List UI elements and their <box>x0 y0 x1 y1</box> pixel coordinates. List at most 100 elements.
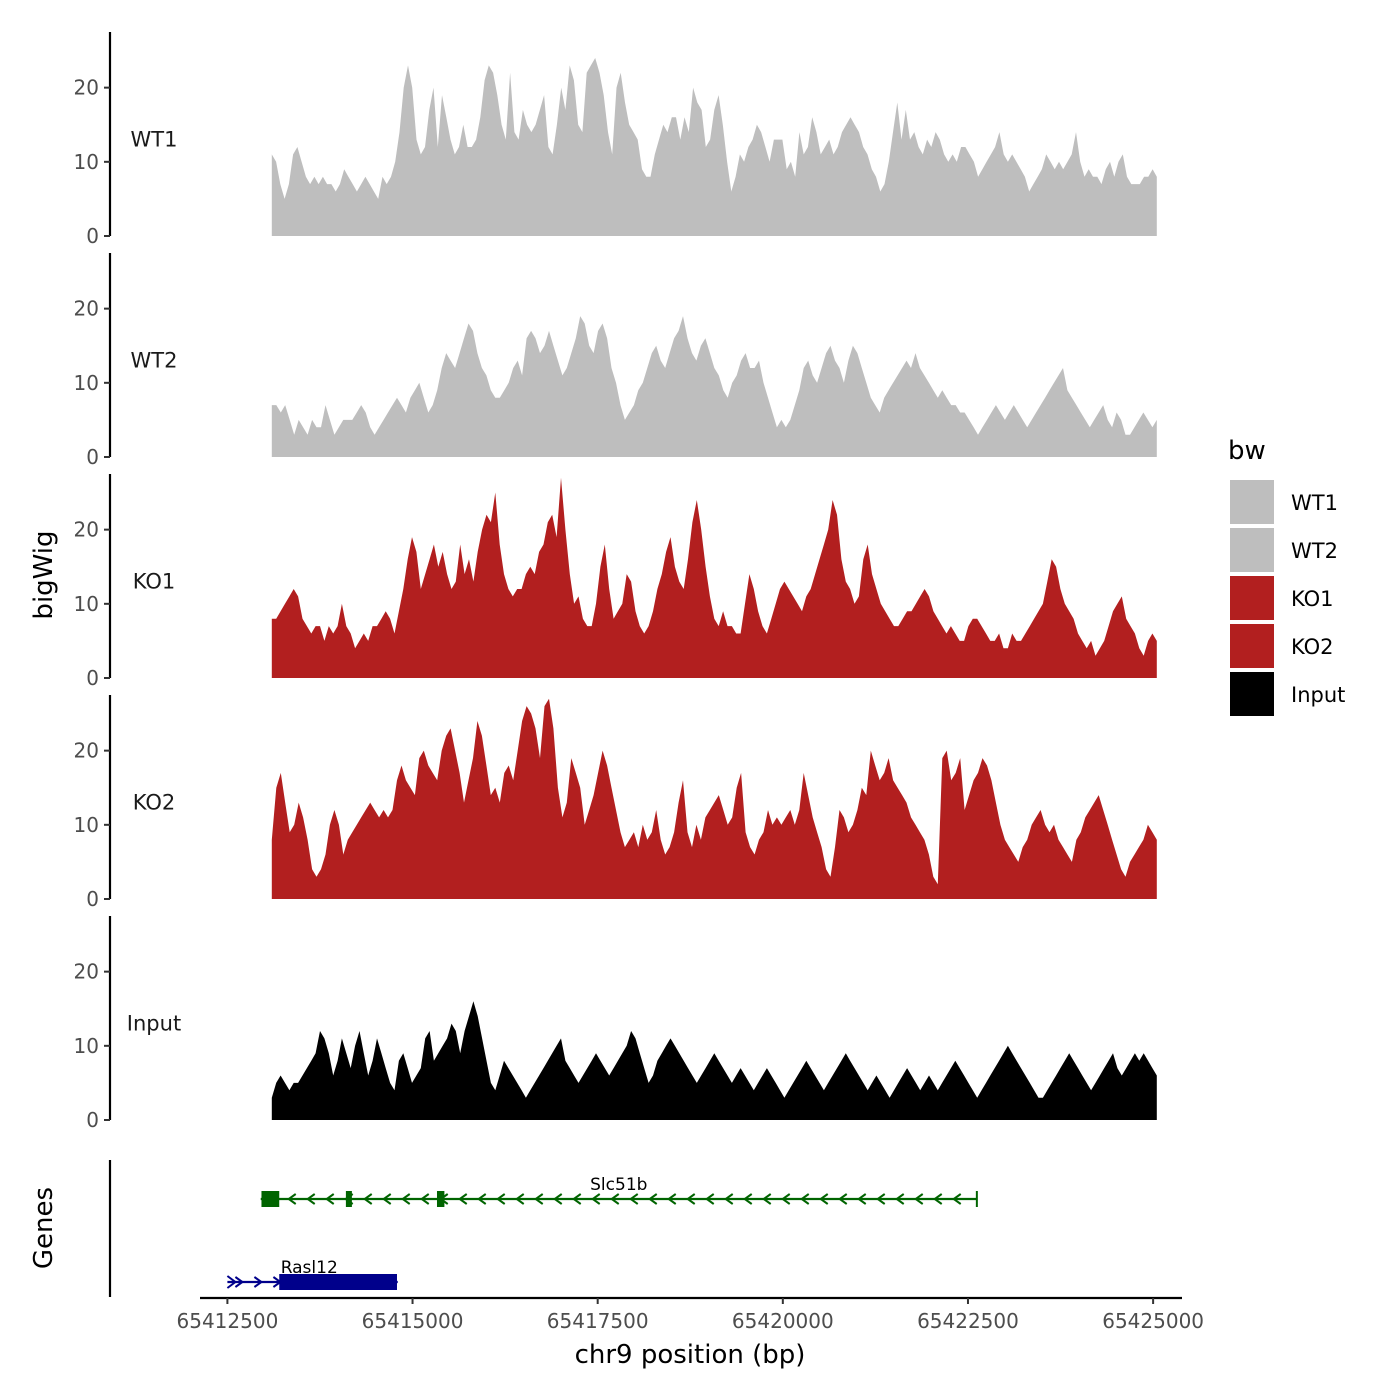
strand-arrow <box>686 1193 696 1205</box>
y-tick-label: 20 <box>74 960 99 984</box>
y-tick-label: 0 <box>86 887 99 911</box>
y-axis-title-genes: Genes <box>29 1187 59 1269</box>
strand-arrow <box>895 1193 905 1205</box>
strand-arrow <box>743 1193 753 1205</box>
gene-exon <box>345 1191 352 1207</box>
x-axis: 65412500 65415000 65417500 65420000 65422500… <box>177 1296 1204 1333</box>
legend-label-ko2: KO2 <box>1291 635 1334 659</box>
gene-exon <box>279 1274 397 1290</box>
signal-tracks: 0 10 20 WT1 0 10 20 WT2 0 10 20 KO1 0 10 20 KO2 0 10 20 Inp… <box>74 32 1157 1132</box>
legend-swatch-input <box>1230 672 1274 716</box>
strand-arrow <box>515 1193 525 1205</box>
coverage-area-wt1 <box>271 58 1157 236</box>
strand-arrow <box>705 1193 715 1205</box>
strand-arrow <box>781 1193 791 1205</box>
track-label-ko2: KO2 <box>133 791 176 815</box>
track-input: 0 10 20 Input <box>74 916 1157 1132</box>
coverage-area-wt2 <box>271 316 1157 457</box>
strand-arrow <box>572 1193 582 1205</box>
legend-label-wt1: WT1 <box>1291 491 1338 515</box>
track-ko1: 0 10 20 KO1 <box>74 474 1157 690</box>
strand-arrow <box>762 1193 772 1205</box>
strand-arrow <box>306 1193 316 1205</box>
gene-label: Slc51b <box>590 1175 647 1195</box>
coverage-area-ko1 <box>271 477 1157 678</box>
y-tick-label: 20 <box>74 76 99 100</box>
y-axis-title-bigwig: bigWig <box>29 530 59 619</box>
strand-arrow <box>496 1193 506 1205</box>
gene-exon <box>261 1191 280 1207</box>
strand-arrow <box>234 1276 245 1288</box>
track-wt1: 0 10 20 WT1 <box>74 32 1157 248</box>
strand-arrow <box>553 1193 563 1205</box>
coverage-area-input <box>271 1001 1157 1120</box>
legend-swatch-ko2 <box>1230 624 1274 668</box>
track-label-ko1: KO1 <box>133 570 176 594</box>
strand-arrow <box>629 1193 639 1205</box>
track-label-wt2: WT2 <box>131 349 178 373</box>
strand-arrow <box>876 1193 886 1205</box>
strand-arrow <box>819 1193 829 1205</box>
track-label-wt1: WT1 <box>131 128 178 152</box>
x-tick-label: 65422500 <box>917 1309 1019 1333</box>
x-tick-label: 65425000 <box>1102 1309 1204 1333</box>
strand-arrow <box>838 1193 848 1205</box>
x-axis-title: chr9 position (bp) <box>575 1340 806 1370</box>
strand-arrow <box>458 1193 468 1205</box>
legend-swatch-ko1 <box>1230 576 1274 620</box>
strand-arrow <box>401 1193 411 1205</box>
gene-annotation-track: Slc51b Rasl12 <box>108 1160 978 1297</box>
y-tick-label: 10 <box>74 1034 99 1058</box>
strand-arrow <box>382 1193 392 1205</box>
strand-arrow <box>724 1193 734 1205</box>
strand-arrow <box>610 1193 620 1205</box>
y-tick-label: 10 <box>74 150 99 174</box>
legend-title: bw <box>1228 436 1266 466</box>
strand-arrow <box>477 1193 487 1205</box>
strand-arrow <box>857 1193 867 1205</box>
strand-arrow <box>253 1276 264 1288</box>
track-ko2: 0 10 20 KO2 <box>74 695 1157 911</box>
coverage-area-ko2 <box>271 698 1157 899</box>
strand-arrow <box>667 1193 677 1205</box>
y-tick-label: 0 <box>86 224 99 248</box>
y-tick-label: 20 <box>74 297 99 321</box>
y-tick-label: 20 <box>74 518 99 542</box>
y-tick-label: 10 <box>74 813 99 837</box>
strand-arrow <box>914 1193 924 1205</box>
strand-arrow <box>325 1193 335 1205</box>
strand-arrow <box>800 1193 810 1205</box>
strand-arrow <box>363 1193 373 1205</box>
y-tick-label: 20 <box>74 739 99 763</box>
y-tick-label: 10 <box>74 371 99 395</box>
x-tick-label: 65420000 <box>732 1309 834 1333</box>
legend-swatch-wt1 <box>1230 480 1274 524</box>
y-tick-label: 10 <box>74 592 99 616</box>
strand-arrow <box>534 1193 544 1205</box>
strand-arrow <box>287 1193 297 1205</box>
legend-label-wt2: WT2 <box>1291 539 1338 563</box>
strand-arrow <box>420 1193 430 1205</box>
strand-arrow <box>933 1193 943 1205</box>
strand-arrow <box>952 1193 962 1205</box>
y-tick-label: 0 <box>86 1108 99 1132</box>
legend-swatch-wt2 <box>1230 528 1274 572</box>
strand-arrow <box>591 1193 601 1205</box>
gene-start-arrow <box>226 1275 238 1289</box>
y-tick-label: 0 <box>86 666 99 690</box>
gene-label: Rasl12 <box>281 1258 338 1278</box>
y-tick-label: 0 <box>86 445 99 469</box>
legend: bw WT1 WT2 KO1 KO2 Input <box>1228 436 1345 716</box>
gene-slc51b: Slc51b <box>260 1175 978 1207</box>
track-label-input: Input <box>127 1012 181 1036</box>
gene-rasl12: Rasl12 <box>226 1258 398 1290</box>
x-tick-label: 65417500 <box>547 1309 649 1333</box>
legend-label-input: Input <box>1291 683 1345 707</box>
x-tick-label: 65415000 <box>362 1309 464 1333</box>
strand-arrow <box>648 1193 658 1205</box>
track-wt2: 0 10 20 WT2 <box>74 253 1157 469</box>
x-tick-label: 65412500 <box>177 1309 279 1333</box>
legend-label-ko1: KO1 <box>1291 587 1334 611</box>
gene-exon <box>436 1191 445 1207</box>
